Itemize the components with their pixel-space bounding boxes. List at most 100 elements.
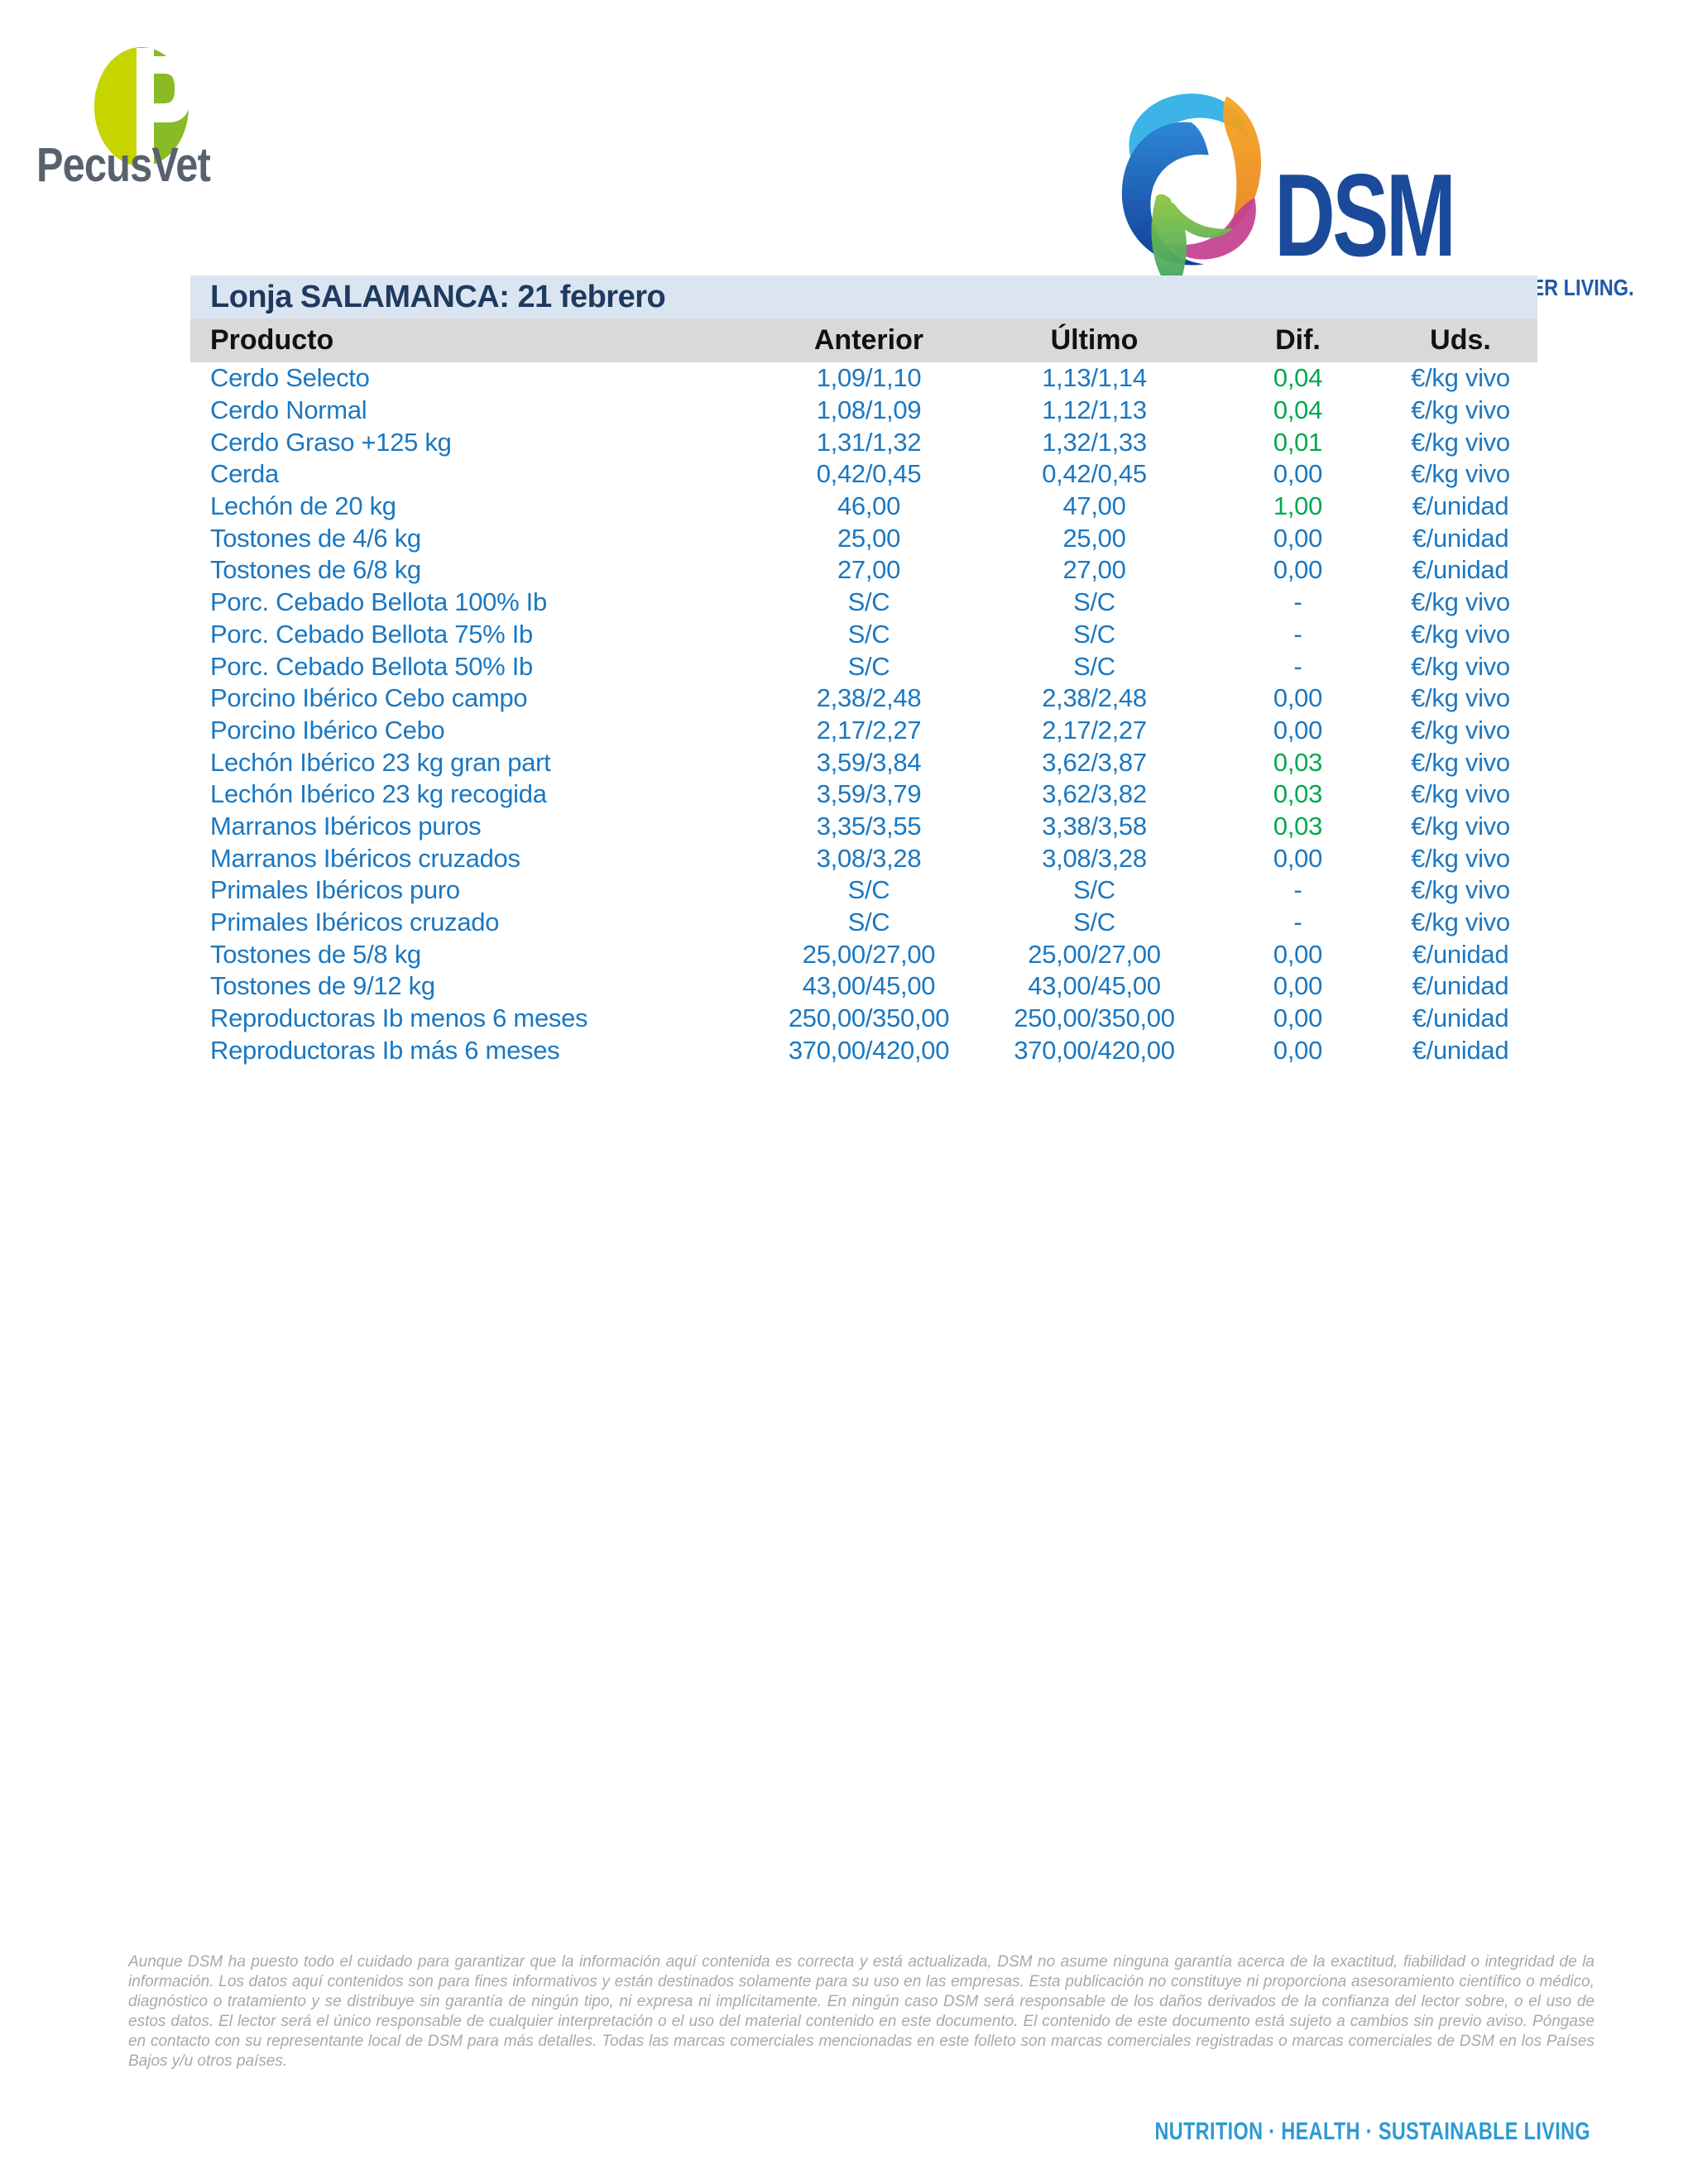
unit-label: €/unidad (1412, 1035, 1509, 1065)
pecusvet-wordmark: PecusVet (36, 138, 211, 192)
product-name: Tostones de 4/6 kg (210, 523, 421, 553)
ultimo-value: 3,62/3,87 (1042, 747, 1147, 777)
table-row: Tostones de 6/8 kg 27,00 27,00 0,00 €/un… (190, 554, 1537, 587)
table-row: Porcino Ibérico Cebo campo 2,38/2,48 2,3… (190, 682, 1537, 715)
table-row: Primales Ibéricos cruzado S/C S/C - €/kg… (190, 907, 1537, 939)
product-name: Cerda (210, 459, 279, 489)
dif-value: 0,03 (1273, 811, 1323, 841)
disclaimer-text: Aunque DSM ha puesto todo el cuidado par… (128, 1953, 1594, 2070)
anterior-value: 1,08/1,09 (816, 395, 922, 425)
unit-label: €/kg vivo (1411, 779, 1510, 809)
ultimo-value: 1,32/1,33 (1042, 427, 1147, 457)
product-name: Reproductoras Ib menos 6 meses (210, 1003, 588, 1033)
anterior-value: S/C (847, 875, 890, 905)
unit-label: €/kg vivo (1411, 683, 1510, 713)
ultimo-value: 43,00/45,00 (1028, 971, 1161, 1001)
dif-value: - (1293, 875, 1302, 905)
unit-label: €/unidad (1412, 491, 1509, 521)
dif-value: - (1293, 619, 1302, 649)
ultimo-value: S/C (1073, 908, 1115, 937)
anterior-value: 27,00 (837, 555, 901, 585)
anterior-value: 3,59/3,79 (816, 779, 922, 809)
anterior-value: 1,09/1,10 (816, 363, 922, 393)
product-name: Porcino Ibérico Cebo (210, 715, 445, 745)
dif-value: 0,04 (1273, 395, 1323, 425)
unit-label: €/kg vivo (1411, 619, 1510, 649)
unit-label: €/unidad (1412, 1003, 1509, 1033)
unit-label: €/kg vivo (1411, 908, 1510, 937)
table-row: Porc. Cebado Bellota 75% Ib S/C S/C - €/… (190, 619, 1537, 651)
ultimo-value: S/C (1073, 587, 1115, 617)
anterior-value: 25,00 (837, 523, 901, 553)
unit-label: €/kg vivo (1411, 715, 1510, 745)
ultimo-value: S/C (1073, 619, 1115, 649)
price-table: Lonja SALAMANCA: 21 febrero Producto Ant… (190, 275, 1537, 1066)
table-row: Reproductoras Ib menos 6 meses 250,00/35… (190, 1003, 1537, 1035)
product-name: Primales Ibéricos puro (210, 875, 460, 905)
dif-value: 0,03 (1273, 747, 1323, 777)
column-header-producto: Producto (210, 324, 334, 356)
ultimo-value: 250,00/350,00 (1014, 1003, 1175, 1033)
dif-value: 0,00 (1273, 971, 1323, 1001)
ultimo-value: 3,08/3,28 (1042, 843, 1147, 873)
table-row: Lechón de 20 kg 46,00 47,00 1,00 €/unida… (190, 491, 1537, 523)
table-row: Tostones de 5/8 kg 25,00/27,00 25,00/27,… (190, 938, 1537, 970)
anterior-value: S/C (847, 908, 890, 937)
dsm-wordmark: DSM (1274, 150, 1456, 281)
dif-value: 0,04 (1273, 363, 1323, 393)
dif-value: 0,01 (1273, 427, 1323, 457)
column-header-anterior: Anterior (813, 324, 924, 356)
dif-value: - (1293, 651, 1302, 681)
anterior-value: 2,38/2,48 (816, 683, 922, 713)
product-name: Lechón de 20 kg (210, 491, 396, 521)
table-row: Primales Ibéricos puro S/C S/C - €/kg vi… (190, 874, 1537, 907)
product-name: Cerdo Graso +125 kg (210, 427, 452, 457)
dif-value: 0,00 (1273, 715, 1323, 745)
ultimo-value: 0,42/0,45 (1042, 459, 1147, 489)
product-name: Lechón Ibérico 23 kg gran part (210, 747, 551, 777)
ultimo-value: 25,00/27,00 (1028, 939, 1161, 969)
table-row: Marranos Ibéricos cruzados 3,08/3,28 3,0… (190, 842, 1537, 874)
column-header-uds: Uds. (1430, 324, 1491, 356)
dif-value: - (1293, 587, 1302, 617)
anterior-value: 1,31/1,32 (816, 427, 922, 457)
anterior-value: 3,35/3,55 (816, 811, 922, 841)
product-name: Cerdo Normal (210, 395, 367, 425)
table-row: Cerdo Graso +125 kg 1,31/1,32 1,32/1,33 … (190, 426, 1537, 458)
unit-label: €/kg vivo (1411, 651, 1510, 681)
ultimo-value: 2,17/2,27 (1042, 715, 1147, 745)
table-row: Cerdo Selecto 1,09/1,10 1,13/1,14 0,04 €… (190, 362, 1537, 395)
unit-label: €/unidad (1412, 555, 1509, 585)
anterior-value: S/C (847, 619, 890, 649)
unit-label: €/kg vivo (1411, 427, 1510, 457)
table-row: Lechón Ibérico 23 kg recogida 3,59/3,79 … (190, 778, 1537, 811)
anterior-value: 3,59/3,84 (816, 747, 922, 777)
table-row: Tostones de 4/6 kg 25,00 25,00 0,00 €/un… (190, 522, 1537, 554)
dif-value: 0,00 (1273, 1035, 1323, 1065)
dif-value: 0,00 (1273, 683, 1323, 713)
dif-value: 0,00 (1273, 523, 1323, 553)
table-row: Reproductoras Ib más 6 meses 370,00/420,… (190, 1034, 1537, 1066)
table-column-header: Producto Anterior Último Dif. Uds. (190, 318, 1537, 362)
unit-label: €/unidad (1412, 971, 1509, 1001)
dsm-footer-tagline: NUTRITION · HEALTH · SUSTAINABLE LIVING (1154, 2118, 1590, 2145)
unit-label: €/kg vivo (1411, 363, 1510, 393)
ultimo-value: S/C (1073, 875, 1115, 905)
ultimo-value: 25,00 (1062, 523, 1126, 553)
unit-label: €/unidad (1412, 523, 1509, 553)
unit-label: €/kg vivo (1411, 875, 1510, 905)
table-row: Porc. Cebado Bellota 50% Ib S/C S/C - €/… (190, 650, 1537, 682)
unit-label: €/kg vivo (1411, 587, 1510, 617)
product-name: Tostones de 5/8 kg (210, 939, 421, 969)
table-title: Lonja SALAMANCA: 21 febrero (210, 279, 666, 314)
anterior-value: 46,00 (837, 491, 901, 521)
column-header-ultimo: Último (1050, 324, 1139, 356)
product-name: Lechón Ibérico 23 kg recogida (210, 779, 547, 809)
unit-label: €/kg vivo (1411, 843, 1510, 873)
dif-value: 0,00 (1273, 1003, 1323, 1033)
product-name: Porc. Cebado Bellota 100% Ib (210, 587, 547, 617)
unit-label: €/unidad (1412, 939, 1509, 969)
product-name: Marranos Ibéricos cruzados (210, 843, 520, 873)
dsm-logo-icon (1107, 74, 1271, 321)
ultimo-value: 1,12/1,13 (1042, 395, 1147, 425)
